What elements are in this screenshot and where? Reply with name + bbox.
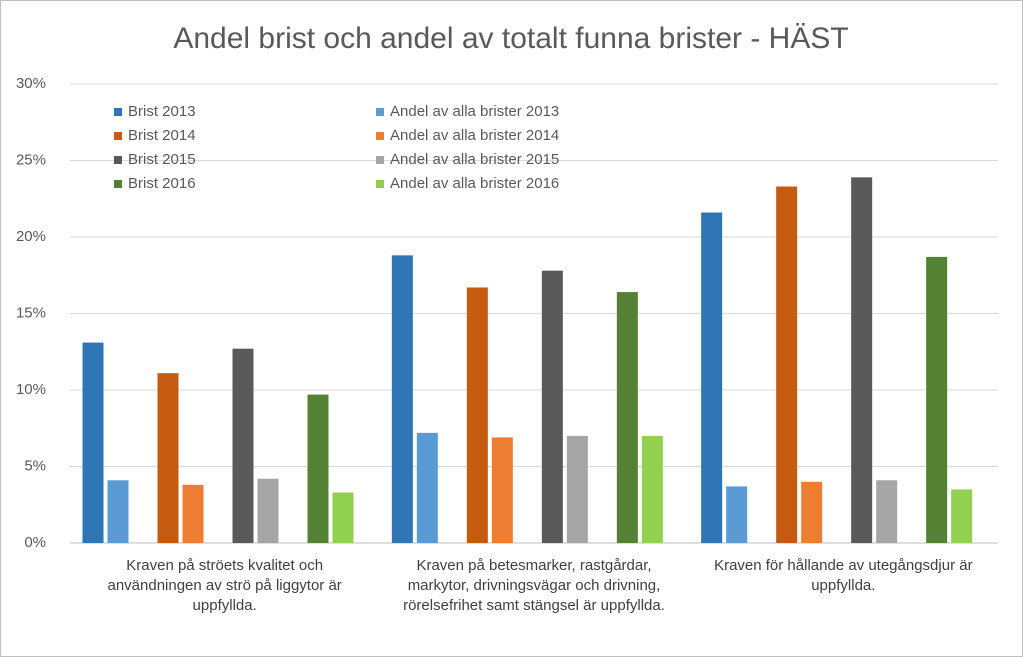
y-tick-label: 0%: [24, 534, 46, 551]
bar: [926, 256, 948, 543]
bar: [332, 492, 354, 543]
legend-label: Brist 2015: [128, 151, 196, 168]
bar: [541, 270, 563, 543]
legend-swatch: [114, 180, 122, 188]
legend-swatch: [114, 108, 122, 116]
legend-swatch: [376, 108, 384, 116]
y-tick-label: 15%: [16, 304, 46, 321]
bar: [876, 480, 898, 543]
y-tick-label: 30%: [16, 75, 46, 92]
legend-label: Andel av alla brister 2015: [390, 151, 559, 168]
legend-swatch: [114, 132, 122, 140]
bar: [257, 478, 279, 543]
bar: [182, 484, 204, 543]
x-tick-label: Kraven för hållande av utegångsdjur är u…: [714, 557, 973, 594]
legend-swatch: [114, 156, 122, 164]
bar: [391, 255, 413, 544]
legend-label: Andel av alla brister 2016: [390, 175, 559, 192]
bar: [566, 435, 588, 543]
bar: [801, 481, 823, 543]
bar: [82, 342, 104, 543]
bar: [726, 486, 748, 543]
legend-swatch: [376, 180, 384, 188]
legend-swatch: [376, 132, 384, 140]
x-tick-label: Kraven på ströets kvalitet och användnin…: [107, 557, 342, 614]
bar: [951, 489, 973, 543]
y-tick-label: 25%: [16, 151, 46, 168]
bar: [232, 348, 254, 543]
bar: [776, 186, 798, 543]
legend-label: Andel av alla brister 2013: [390, 103, 559, 120]
bar: [307, 394, 329, 543]
legend-label: Andel av alla brister 2014: [390, 127, 559, 144]
legend-swatch: [376, 156, 384, 164]
bar: [701, 212, 723, 543]
bar: [616, 292, 638, 543]
y-tick-label: 20%: [16, 228, 46, 245]
bar: [157, 373, 179, 543]
bar: [851, 177, 873, 543]
bar: [491, 437, 513, 543]
chart-title: Andel brist och andel av totalt funna br…: [173, 22, 848, 55]
bar: [107, 480, 129, 543]
x-tick-label: Kraven på betesmarker, rastgårdar, marky…: [403, 557, 665, 614]
legend-label: Brist 2013: [128, 103, 196, 120]
bar: [466, 287, 488, 543]
legend-label: Brist 2014: [128, 127, 196, 144]
y-tick-label: 10%: [16, 381, 46, 398]
legend-label: Brist 2016: [128, 175, 196, 192]
bar: [416, 432, 438, 543]
bar: [641, 435, 663, 543]
y-tick-label: 5%: [24, 457, 46, 474]
